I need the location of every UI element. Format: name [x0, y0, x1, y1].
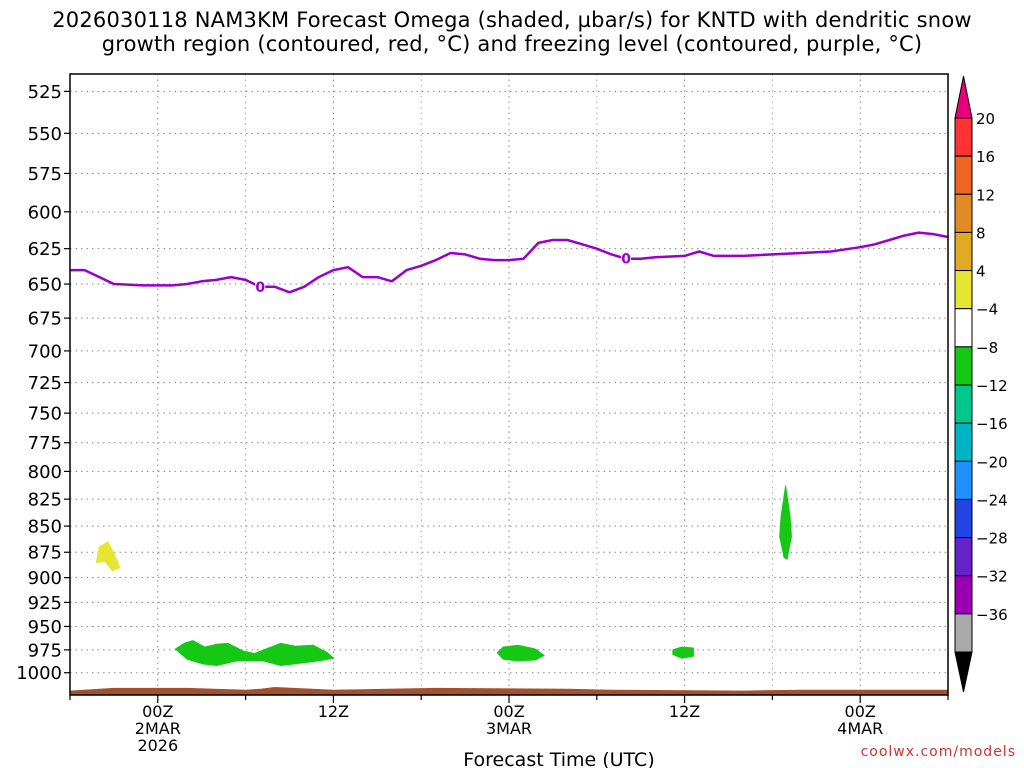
terrain-layer: [70, 687, 948, 695]
terrain-area: [70, 687, 948, 695]
contour-label-bg: [621, 250, 632, 267]
colorbar-bin: [954, 193, 973, 233]
x-tick-label: 00Z: [845, 702, 876, 721]
colorbar-label: −16: [976, 415, 1008, 433]
chart-title-line-1: 2026030118 NAM3KM Forecast Omega (shaded…: [52, 8, 972, 32]
colorbar-label: 16: [976, 148, 995, 166]
x-tick-label: 2026: [137, 736, 178, 755]
negative-omega-area: [174, 640, 334, 666]
y-tick-label: 575: [28, 164, 62, 185]
freezing-level-line: [70, 231, 949, 294]
x-tick-label: 00Z: [142, 702, 173, 721]
colorbar-label: 4: [976, 263, 986, 281]
x-tick-label: 2MAR: [135, 719, 181, 738]
y-tick-label: 700: [28, 341, 62, 362]
x-tick-label: 12Z: [669, 702, 700, 721]
colorbar-label: 8: [976, 224, 986, 242]
colorbar-bin: [954, 537, 973, 577]
colorbar-bin: [954, 155, 973, 195]
y-axis: 525 550 575 600 625 650 675 700 725 750 775 800 825 8…: [16, 82, 70, 684]
colorbar-top-cap: [954, 75, 973, 119]
colorbar-label: 20: [976, 110, 995, 128]
chart-title-line-2: growth region (contoured, red, °C) and f…: [101, 32, 923, 56]
y-tick-label: 775: [28, 433, 62, 454]
x-tick-label: 4MAR: [837, 719, 883, 738]
omega-shading-layer: [95, 485, 792, 666]
positive-omega-area: [95, 541, 121, 572]
freezing-level-label: 0: [621, 252, 631, 268]
colorbar-bin: [954, 231, 973, 272]
y-tick-label: 725: [28, 373, 62, 394]
colorbar-bin: [954, 270, 973, 310]
negative-omega-area: [672, 646, 694, 659]
colorbar-bin: [954, 613, 973, 653]
colorbar-bin: [954, 422, 973, 462]
colorbar-label: −8: [976, 339, 998, 357]
y-tick-label: 825: [28, 490, 62, 511]
colorbar-label: −32: [976, 568, 1008, 586]
colorbar-bottom-cap: [954, 651, 973, 693]
y-tick-label: 525: [28, 82, 62, 103]
colorbar-label: 12: [976, 186, 995, 204]
colorbar-label: −28: [976, 530, 1008, 548]
colorbar-bin: [954, 384, 973, 424]
y-tick-label: 650: [28, 275, 62, 296]
colorbar-bin: [954, 117, 973, 157]
freezing-level-label: 0: [255, 280, 265, 296]
y-tick-label: 625: [28, 239, 62, 260]
y-tick-label: 975: [28, 640, 62, 661]
x-tick-label: 3MAR: [486, 719, 532, 738]
y-tick-label: 850: [28, 517, 62, 538]
colorbar-bin: [954, 460, 973, 500]
y-tick-label: 900: [28, 568, 62, 589]
y-tick-label: 1000: [16, 663, 62, 684]
colorbar-label: −36: [976, 606, 1008, 624]
x-axis-label: Forecast Time (UTC): [463, 749, 654, 768]
colorbar-bin: [954, 346, 973, 386]
plot-frame: [69, 73, 949, 696]
grid: [69, 74, 949, 695]
colorbar-label: −24: [976, 491, 1008, 509]
colorbar: 20 16 12 8 4 −4 −8 −12 −16 −20 −24 −28 −32 −36: [954, 75, 1008, 693]
y-tick-label: 600: [28, 202, 62, 223]
colorbar-label: −12: [976, 377, 1008, 395]
y-tick-label: 875: [28, 543, 62, 564]
contour-label-bg: [255, 278, 266, 295]
y-tick-label: 950: [28, 617, 62, 638]
colorbar-bin: [954, 575, 973, 615]
negative-omega-area: [779, 485, 792, 560]
colorbar-label: −4: [976, 301, 998, 319]
x-tick-label: 12Z: [318, 702, 349, 721]
y-tick-label: 675: [28, 309, 62, 330]
negative-omega-area: [496, 644, 545, 662]
y-tick-label: 925: [28, 593, 62, 614]
y-tick-label: 750: [28, 404, 62, 425]
y-tick-label: 800: [28, 462, 62, 483]
credit-text: coolwx.com/models: [860, 744, 1016, 760]
colorbar-label: −20: [976, 453, 1008, 471]
colorbar-bin: [954, 498, 973, 539]
freezing-level-layer: 00: [70, 231, 949, 296]
y-tick-label: 550: [28, 124, 62, 145]
x-tick-label: 00Z: [493, 702, 524, 721]
colorbar-bin: [954, 308, 973, 348]
